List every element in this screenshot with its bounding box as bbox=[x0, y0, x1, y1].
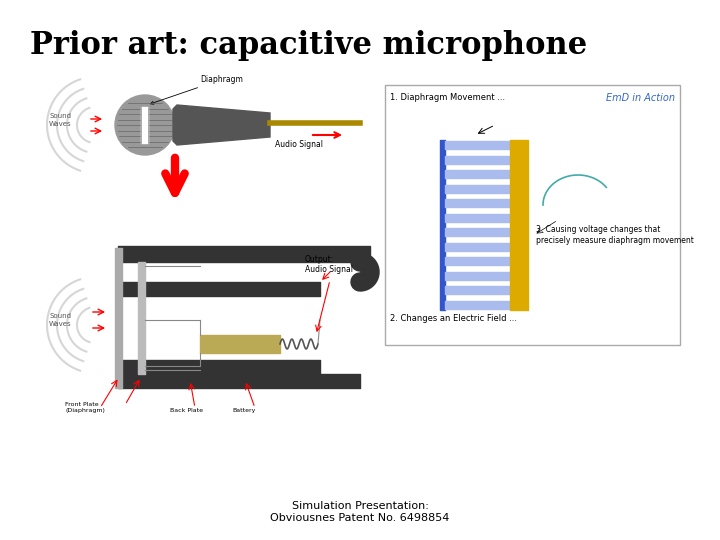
Text: 3. Causing voltage changes that
precisely measure diaphragm movement: 3. Causing voltage changes that precisel… bbox=[536, 225, 694, 245]
Text: Simulation Presentation:
Obviousnes Patent No. 6498854: Simulation Presentation: Obviousnes Pate… bbox=[270, 501, 450, 523]
Text: Sound
Waves: Sound Waves bbox=[49, 314, 71, 327]
Bar bbox=[141, 107, 148, 143]
Text: Battery: Battery bbox=[232, 408, 256, 413]
Text: Prior art: capacitive microphone: Prior art: capacitive microphone bbox=[30, 30, 588, 61]
Text: Sound
Waves: Sound Waves bbox=[49, 113, 71, 126]
Text: Diaphragm: Diaphragm bbox=[150, 75, 243, 104]
Text: 1. Diaphragm Movement ...: 1. Diaphragm Movement ... bbox=[390, 93, 505, 102]
Text: Audio Signal: Audio Signal bbox=[275, 140, 323, 149]
Polygon shape bbox=[173, 105, 270, 145]
Bar bbox=[385, 85, 680, 345]
Text: Back Plate: Back Plate bbox=[170, 408, 203, 413]
Circle shape bbox=[115, 95, 175, 155]
Text: Front Plate
(Diaphragm): Front Plate (Diaphragm) bbox=[65, 402, 105, 413]
Text: 2. Changes an Electric Field ...: 2. Changes an Electric Field ... bbox=[390, 314, 517, 323]
Text: EmD in Action: EmD in Action bbox=[606, 93, 675, 103]
Text: Output:
Audio Signal: Output: Audio Signal bbox=[305, 254, 353, 274]
